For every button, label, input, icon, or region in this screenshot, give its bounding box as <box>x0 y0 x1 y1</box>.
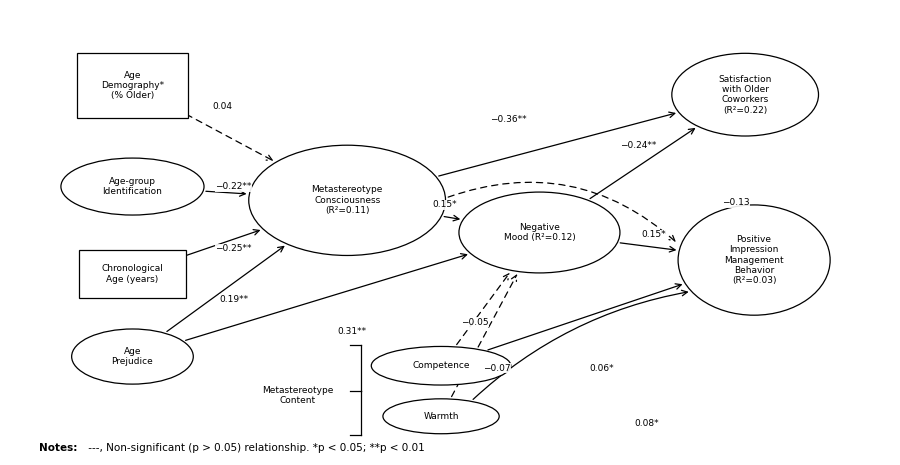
FancyArrowPatch shape <box>488 284 681 350</box>
Text: −0.07: −0.07 <box>482 364 510 372</box>
Text: Age
Prejudice: Age Prejudice <box>112 347 153 366</box>
FancyArrowPatch shape <box>185 253 466 340</box>
Text: −0.05: −0.05 <box>461 318 489 326</box>
Text: Age-group
Identification: Age-group Identification <box>103 177 162 196</box>
Text: 0.15*: 0.15* <box>432 200 457 209</box>
Text: Chronological
Age (years): Chronological Age (years) <box>102 264 164 284</box>
Ellipse shape <box>248 145 446 255</box>
Text: 0.08*: 0.08* <box>634 418 659 428</box>
Text: Positive
Impression
Management
Behavior
(R²=0.03): Positive Impression Management Behavior … <box>724 235 784 286</box>
Text: Notes:: Notes: <box>39 443 76 453</box>
FancyArrowPatch shape <box>448 182 675 241</box>
FancyArrowPatch shape <box>452 275 517 397</box>
Text: 0.04: 0.04 <box>212 102 232 111</box>
Text: Metastereotype
Consciousness
(R²=0.11): Metastereotype Consciousness (R²=0.11) <box>311 186 382 215</box>
Text: −0.22**: −0.22** <box>215 182 252 191</box>
FancyArrowPatch shape <box>473 290 688 399</box>
Ellipse shape <box>671 53 818 136</box>
FancyArrowPatch shape <box>206 191 245 196</box>
Ellipse shape <box>678 205 830 315</box>
Text: −0.24**: −0.24** <box>619 141 656 150</box>
Ellipse shape <box>459 192 620 273</box>
FancyArrowPatch shape <box>186 114 273 160</box>
Text: −0.36**: −0.36** <box>490 115 526 125</box>
FancyArrowPatch shape <box>184 230 259 256</box>
Text: Age
Demography*
(% Older): Age Demography* (% Older) <box>101 71 164 100</box>
Text: 0.19**: 0.19** <box>219 295 248 304</box>
FancyBboxPatch shape <box>79 250 186 298</box>
Text: Competence: Competence <box>412 361 470 370</box>
Text: Metastereotype
Content: Metastereotype Content <box>262 386 334 405</box>
Ellipse shape <box>61 158 204 215</box>
Text: Warmth: Warmth <box>423 412 459 421</box>
Text: Satisfaction
with Older
Coworkers
(R²=0.22): Satisfaction with Older Coworkers (R²=0.… <box>718 74 772 115</box>
FancyArrowPatch shape <box>445 215 459 221</box>
Ellipse shape <box>72 329 194 384</box>
FancyArrowPatch shape <box>590 129 695 199</box>
FancyBboxPatch shape <box>76 53 188 118</box>
FancyArrowPatch shape <box>620 243 675 252</box>
Ellipse shape <box>372 346 511 385</box>
Text: Negative
Mood (R²=0.12): Negative Mood (R²=0.12) <box>504 223 575 242</box>
Ellipse shape <box>382 399 500 434</box>
Text: −0.13: −0.13 <box>723 198 750 207</box>
Text: −0.25**: −0.25** <box>215 244 252 253</box>
Text: ---, Non-significant (p > 0.05) relationship. *p < 0.05; **p < 0.01: ---, Non-significant (p > 0.05) relation… <box>86 443 425 453</box>
Text: 0.31**: 0.31** <box>337 327 366 336</box>
FancyArrowPatch shape <box>456 274 509 345</box>
FancyArrowPatch shape <box>438 112 675 176</box>
Text: 0.06*: 0.06* <box>590 364 615 372</box>
Text: 0.15*: 0.15* <box>642 230 666 239</box>
FancyArrowPatch shape <box>166 246 284 332</box>
